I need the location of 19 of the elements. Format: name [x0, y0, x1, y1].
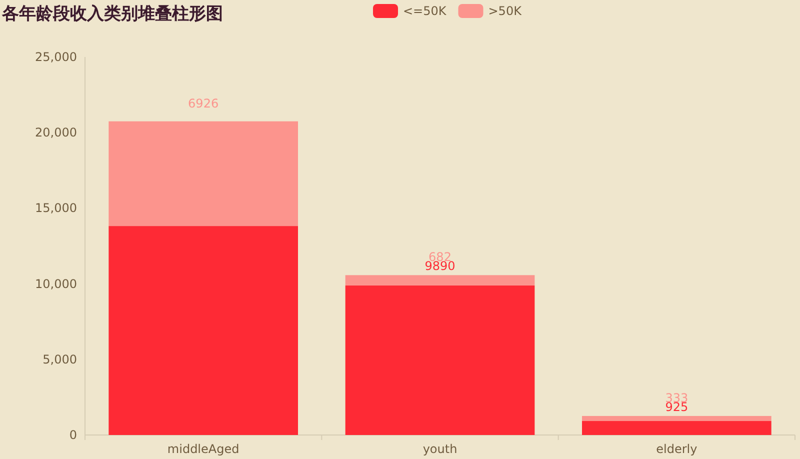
- x-tick-label: youth: [422, 442, 458, 456]
- bar: [108, 121, 298, 226]
- bar: [108, 226, 298, 435]
- bar: [582, 416, 772, 422]
- y-tick-label: 5,000: [42, 352, 77, 366]
- bar: [582, 421, 772, 435]
- chart-title: 各年龄段收入类别堆叠柱形图: [1, 4, 223, 24]
- y-tick-label: 15,000: [35, 201, 77, 216]
- y-tick-label: 0: [69, 428, 77, 442]
- y-tick-label: 25,000: [35, 50, 77, 64]
- data-label: 6926: [188, 96, 219, 110]
- x-tick-label: elderly: [656, 442, 698, 456]
- legend-label: <=50K: [403, 4, 448, 18]
- x-tick-label: middleAged: [167, 442, 240, 456]
- y-tick-label: 20,000: [35, 126, 77, 140]
- bar: [345, 275, 535, 286]
- bar: [345, 285, 535, 435]
- legend-label: >50K: [488, 4, 523, 18]
- y-tick-label: 10,000: [35, 276, 77, 291]
